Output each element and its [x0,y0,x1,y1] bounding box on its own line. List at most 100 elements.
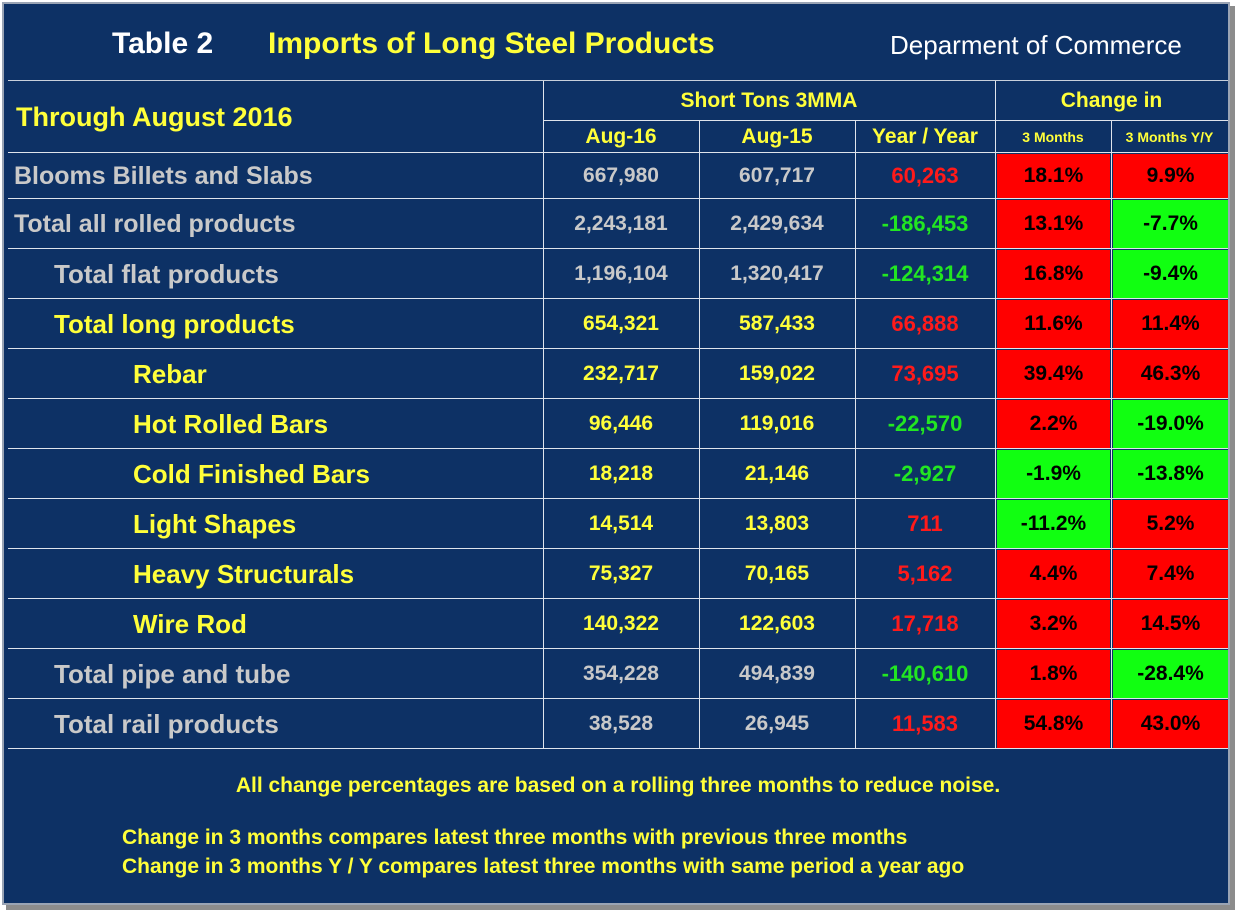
grid-line [543,299,544,349]
change-cell-m3: 16.8% [997,250,1110,298]
change-cell-m3yy: 43.0% [1113,700,1228,748]
frame-shadow-bottom [6,905,1235,910]
grid-line [8,348,1228,349]
note-3-months: Change in 3 months compares latest three… [122,826,908,849]
table-cell-aug15: 26,945 [744,712,810,735]
grid-line [995,199,996,249]
grid-line [855,249,856,299]
grid-line [543,249,544,299]
grid-line [855,199,856,249]
table-cell-aug16: 2,243,181 [574,212,668,235]
table-cell-yy: 5,162 [897,561,953,586]
grid-line [8,198,1228,199]
grid-line [995,349,996,399]
grid-line [1111,649,1112,699]
grid-line [995,499,996,549]
table-cell-yy: -124,314 [881,261,969,286]
change-cell-m3: 11.6% [997,300,1110,348]
change-cell-m3: 39.4% [997,350,1110,398]
grid-line [543,120,1228,121]
table-cell-aug16: 232,717 [583,362,659,385]
grid-line [995,649,996,699]
change-cell-m3: 18.1% [997,154,1110,198]
row-label: Wire Rod [133,608,247,639]
grid-line [699,249,700,299]
grid-line [855,449,856,499]
grid-line [543,399,544,449]
grid-line [699,649,700,699]
table-cell-aug16: 654,321 [583,312,659,335]
row-label: Total flat products [54,258,279,289]
table-cell-yy: -22,570 [887,411,963,436]
grid-line [995,299,996,349]
grid-line [543,499,544,549]
grid-line [1111,399,1112,449]
grid-line [1111,153,1112,199]
grid-line [1111,549,1112,599]
table-number: Table 2 [112,27,214,60]
grid-line [1111,120,1112,153]
grid-line [995,249,996,299]
grid-line [8,298,1228,299]
table-cell-aug16: 1,196,104 [574,262,668,285]
table-cell-aug16: 96,446 [588,412,654,435]
grid-line [543,153,544,199]
grid-line [8,548,1228,549]
row-label: Total all rolled products [14,209,296,238]
table-cell-aug15: 587,433 [739,312,815,335]
grid-line [855,699,856,749]
change-cell-m3: -1.9% [997,450,1110,498]
grid-line [8,498,1228,499]
grid-line [8,448,1228,449]
change-cell-m3: -11.2% [997,500,1110,548]
grid-line [995,449,996,499]
change-cell-m3: 13.1% [997,200,1110,248]
data-source: Deparment of Commerce [890,30,1182,60]
row-label: Hot Rolled Bars [133,408,329,439]
change-cell-m3yy: -7.7% [1113,200,1228,248]
grid-line [699,120,700,153]
table-cell-yy: -186,453 [881,211,969,236]
grid-line [543,599,544,649]
grid-line [995,699,996,749]
grid-line [543,349,544,399]
row-label: Rebar [133,358,207,389]
table-cell-yy: -2,927 [893,461,957,486]
table-cell-aug15: 494,839 [739,662,815,685]
table-cell-aug15: 70,165 [744,562,810,585]
change-cell-m3yy: -13.8% [1113,450,1228,498]
table-cell-aug15: 159,022 [739,362,815,385]
change-cell-m3yy: -19.0% [1113,400,1228,448]
grid-line [1111,499,1112,549]
row-label: Heavy Structurals [133,558,355,589]
grid-line [543,449,544,499]
change-cell-m3yy: 14.5% [1113,600,1228,648]
grid-line [8,698,1228,699]
grid-line [995,153,996,199]
change-cell-m3yy: 11.4% [1113,300,1228,348]
change-cell-m3yy: 9.9% [1113,154,1228,198]
grid-line [1111,599,1112,649]
change-cell-m3: 4.4% [997,550,1110,598]
grid-line [699,549,700,599]
change-cell-m3: 3.2% [997,600,1110,648]
header-short-tons: Short Tons 3MMA [680,89,858,112]
table-cell-aug15: 13,803 [744,512,810,535]
grid-line [699,399,700,449]
grid-line [1111,699,1112,749]
table-cell-yy: 711 [907,511,943,536]
table-cell-yy: 17,718 [891,611,959,636]
grid-line [855,499,856,549]
grid-line [543,199,544,249]
grid-line [8,598,1228,599]
row-label: Total pipe and tube [54,658,291,689]
grid-line [855,349,856,399]
grid-line [543,699,544,749]
header-year-over-year: Year / Year [872,125,978,148]
table-cell-aug16: 354,228 [583,662,659,685]
row-label: Total rail products [54,708,279,739]
change-cell-m3: 2.2% [997,400,1110,448]
table-cell-aug16: 18,218 [588,462,654,485]
grid-line [543,81,544,153]
grid-line [8,648,1228,649]
